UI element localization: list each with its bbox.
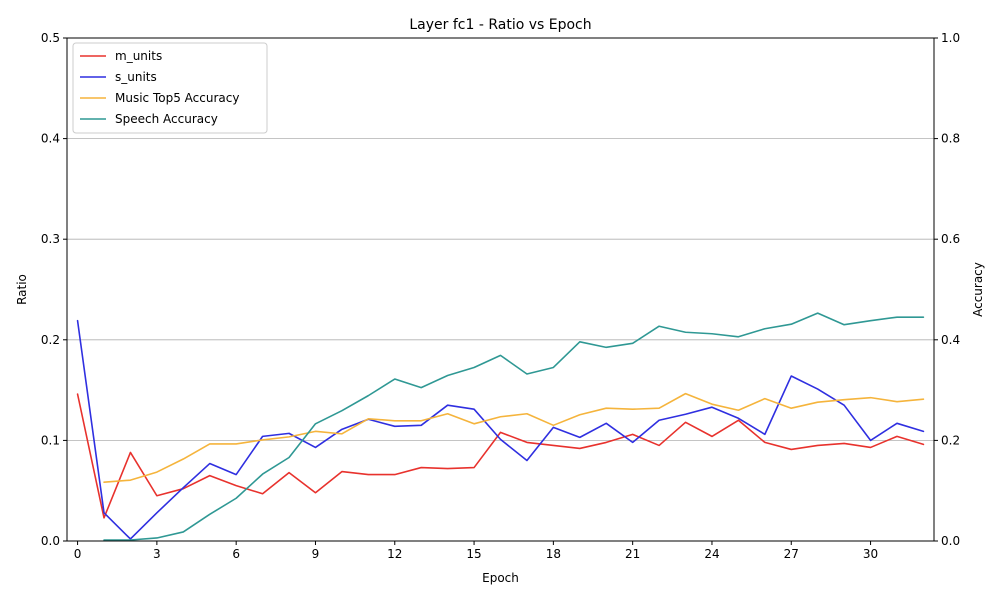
series-line-s-units bbox=[76, 319, 925, 540]
y-left-tick-label: 0.5 bbox=[41, 31, 60, 45]
y-left-tick-label: 0.1 bbox=[41, 433, 60, 447]
x-tick-label: 27 bbox=[784, 547, 799, 561]
x-tick-label: 24 bbox=[704, 547, 719, 561]
y-right-tick-label: 0.4 bbox=[941, 333, 960, 347]
y-left-tick-label: 0.0 bbox=[41, 534, 60, 548]
series-layer bbox=[76, 312, 925, 541]
legend-label: Speech Accuracy bbox=[115, 112, 218, 126]
x-tick-label: 9 bbox=[312, 547, 320, 561]
chart-title: Layer fc1 - Ratio vs Epoch bbox=[409, 17, 591, 33]
y-left-tick-label: 0.3 bbox=[41, 232, 60, 246]
y-axis-right-label: Accuracy bbox=[971, 262, 985, 317]
x-tick-label: 15 bbox=[466, 547, 481, 561]
axes: 0.0 0.1 0.2 0.3 0.4 0.5 0.0 0.2 0.4 0.6 0.8 1.0 0 3 6 9… bbox=[41, 31, 960, 561]
y-right-tick-label: 0.8 bbox=[941, 132, 960, 146]
series-line-speech-accuracy bbox=[103, 312, 925, 541]
legend: m_units s_units Music Top5 Accuracy Speech … bbox=[72, 42, 268, 134]
y-axis-left-label: Ratio bbox=[15, 274, 29, 305]
x-tick-label: 12 bbox=[387, 547, 402, 561]
plot-frame bbox=[66, 37, 935, 542]
y-right-tick-label: 1.0 bbox=[941, 31, 960, 45]
x-tick-label: 0 bbox=[74, 547, 82, 561]
y-left-tick-label: 0.2 bbox=[41, 333, 60, 347]
legend-label: s_units bbox=[115, 70, 157, 84]
x-tick-label: 18 bbox=[546, 547, 561, 561]
series-line-music-top5-accuracy bbox=[103, 392, 925, 483]
x-tick-label: 3 bbox=[153, 547, 161, 561]
grid bbox=[67, 138, 934, 441]
x-axis-label: Epoch bbox=[482, 571, 519, 585]
legend-box bbox=[72, 42, 268, 134]
legend-label: m_units bbox=[115, 49, 162, 63]
y-right-tick-label: 0.2 bbox=[941, 433, 960, 447]
series-line-m-units bbox=[76, 393, 925, 519]
y-left-tick-label: 0.4 bbox=[41, 132, 60, 146]
y-right-tick-label: 0.6 bbox=[941, 232, 960, 246]
x-tick-label: 30 bbox=[863, 547, 878, 561]
legend-label: Music Top5 Accuracy bbox=[115, 91, 239, 105]
x-tick-label: 6 bbox=[232, 547, 240, 561]
y-right-tick-label: 0.0 bbox=[941, 534, 960, 548]
x-tick-label: 21 bbox=[625, 547, 640, 561]
